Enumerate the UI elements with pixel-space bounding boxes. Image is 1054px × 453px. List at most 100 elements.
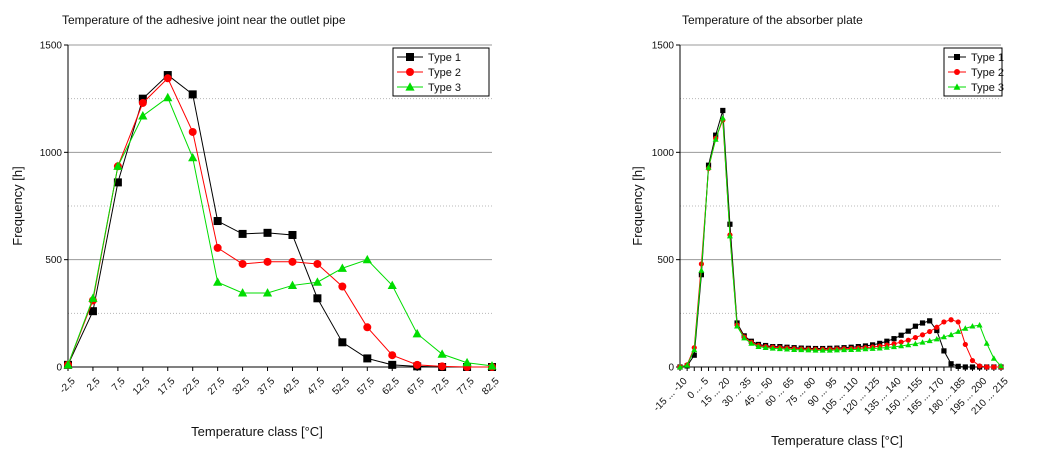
chart-1-series-3-point bbox=[437, 349, 447, 358]
chart-2-series-3-point bbox=[883, 344, 890, 350]
chart-2-series-3-point bbox=[748, 340, 755, 346]
chart-2-series-1-point bbox=[691, 352, 697, 358]
chart-1-y-tick-label: 1000 bbox=[40, 148, 63, 159]
chart-1-series-2-point bbox=[363, 323, 372, 332]
chart-1-series-1-line bbox=[67, 74, 492, 368]
chart-1-series-1-point bbox=[88, 307, 97, 316]
chart-1-legend-swatch-marker bbox=[405, 82, 415, 91]
chart-2-series-3-line bbox=[679, 117, 1002, 368]
chart-1-series-2-point bbox=[263, 257, 272, 266]
chart-2-series-3-point bbox=[983, 340, 990, 346]
chart-1-series-2-point bbox=[313, 259, 322, 268]
chart-1-series-3-point bbox=[412, 328, 422, 338]
chart-2-series-1-point bbox=[905, 328, 911, 334]
chart-2-series-3-point bbox=[826, 347, 833, 353]
chart-2-legend-label: Type 2 bbox=[971, 67, 1004, 79]
chart-2-x-axis-label: Temperature class [°C] bbox=[771, 433, 903, 448]
chart-1-series-3-point bbox=[312, 277, 323, 286]
chart-1-series-1-point bbox=[238, 229, 247, 238]
chart-2-series-3-point bbox=[926, 337, 933, 344]
chart-2-series-1-point bbox=[713, 132, 719, 138]
chart-2-series-3-point bbox=[833, 346, 840, 353]
chart-1-x-tick-label: -2,5 bbox=[58, 376, 78, 396]
chart-2-series-3-point bbox=[855, 346, 862, 352]
chart-1-legend-label: Type 2 bbox=[428, 67, 461, 79]
chart-2-y-tick-label: 0 bbox=[668, 363, 674, 374]
chart-1-x-tick-label: 12,5 bbox=[131, 376, 153, 398]
chart-2-series-1-point bbox=[912, 323, 918, 329]
chart-1-x-tick-label: 37,5 bbox=[256, 376, 278, 398]
chart-2-series-3-point bbox=[862, 345, 869, 352]
chart-1-series-3-point bbox=[88, 293, 98, 302]
chart-1-x-tick-label: 7,5 bbox=[110, 376, 128, 394]
chart-2-series-2-point bbox=[948, 317, 954, 323]
chart-1-x-tick-label: 42,5 bbox=[281, 376, 303, 398]
chart-1-series-2-point bbox=[338, 282, 347, 291]
chart-2-series-2-point bbox=[962, 341, 968, 348]
chart-2-series-3-point bbox=[841, 346, 848, 353]
chart-1-series-2-point bbox=[238, 259, 247, 268]
chart-2-series-3-point bbox=[912, 340, 919, 347]
chart-2-series-1-point bbox=[948, 361, 954, 367]
chart-2-series-3-point bbox=[677, 363, 683, 370]
chart-1-series-2-point bbox=[413, 360, 422, 369]
chart-2-series-3-point bbox=[705, 164, 712, 170]
chart-2-series-1-point bbox=[969, 364, 976, 370]
chart-2-series-3-point bbox=[876, 344, 883, 351]
chart-2-series-1-point bbox=[919, 320, 926, 326]
chart-1-series-2-point bbox=[188, 127, 197, 136]
chart-1-legend-label: Type 1 bbox=[428, 52, 461, 64]
chart-1-title: Temperature of the adhesive joint near t… bbox=[62, 13, 346, 27]
chart-1-series-3-point bbox=[237, 288, 248, 297]
chart-1-legend-label: Type 3 bbox=[428, 82, 461, 94]
chart-1-y-tick-label: 500 bbox=[45, 255, 62, 266]
chart-1-series-3-point bbox=[113, 161, 123, 170]
chart-1-series-1-point bbox=[388, 360, 397, 369]
chart-1-x-tick-label: 17,5 bbox=[156, 376, 178, 398]
chart-1-series-2-line bbox=[67, 77, 492, 368]
chart-2-series-3-point bbox=[691, 346, 698, 353]
chart-2-series-1-point bbox=[898, 332, 904, 338]
chart-1-legend-swatch-marker bbox=[406, 68, 414, 76]
chart-2-series-3-point bbox=[755, 343, 762, 349]
chart-2-legend-swatch-marker bbox=[954, 69, 960, 75]
chart-2-series-1-point bbox=[884, 338, 890, 344]
chart-2-legend-label: Type 3 bbox=[971, 82, 1004, 94]
chart-2-series-2-point bbox=[927, 328, 933, 335]
chart-2-series-1-point bbox=[877, 340, 883, 346]
chart-1-x-tick-label: 62,5 bbox=[380, 376, 402, 398]
chart-2-series-2-point bbox=[991, 364, 997, 370]
chart-1-series-3-point bbox=[462, 357, 472, 367]
chart-1-series-3-point bbox=[63, 360, 73, 369]
chart-2-series-2-point bbox=[969, 357, 976, 364]
chart-1-series-1-point bbox=[113, 178, 122, 187]
chart-2-series-1-point bbox=[727, 221, 733, 227]
chart-2-series-3-point bbox=[776, 345, 783, 352]
chart-2-series-3-point bbox=[962, 325, 969, 331]
chart-2-series-2-point bbox=[955, 319, 961, 325]
chart-1-x-tick-label: 67,5 bbox=[405, 376, 427, 398]
chart-2-legend-swatch-marker bbox=[953, 83, 961, 90]
chart-1-y-tick-label: 1500 bbox=[40, 41, 63, 52]
chart-2-series-3-point bbox=[741, 334, 748, 341]
chart-1-x-tick-label: 82,5 bbox=[480, 376, 502, 398]
chart-2-legend-label: Type 1 bbox=[971, 52, 1004, 64]
chart-1-y-axis-label: Frequency [h] bbox=[10, 166, 25, 246]
chart-1-x-axis-label: Temperature class [°C] bbox=[191, 424, 323, 439]
chart-1-series-3-point bbox=[188, 152, 198, 162]
chart-2-series-1-point bbox=[927, 318, 933, 324]
chart-1-series-1-point bbox=[288, 230, 297, 239]
chart-1-series-2-point bbox=[163, 74, 172, 83]
chart-1-series-3-point bbox=[487, 361, 497, 370]
chart-1-series-3-point bbox=[163, 92, 173, 102]
chart-2-legend-swatch-marker bbox=[954, 54, 960, 60]
chart-2-series-2-point bbox=[984, 364, 990, 370]
chart-2-series-2-point bbox=[941, 319, 947, 325]
chart-1-series-3-point bbox=[262, 288, 273, 297]
chart-2-series-3-point bbox=[805, 346, 812, 353]
chart-1-series-3-point bbox=[138, 111, 148, 120]
chart-1-series-1-point bbox=[338, 338, 347, 347]
chart-2-series-3-point bbox=[791, 346, 798, 352]
